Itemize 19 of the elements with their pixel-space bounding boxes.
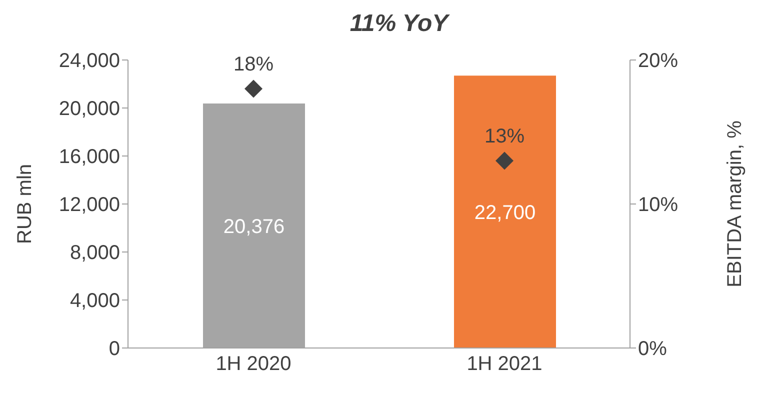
y2-tick-label: 0% [638, 338, 668, 360]
y-tick-label: 20,000 [58, 98, 120, 120]
y-tick-label: 4,000 [70, 290, 120, 312]
y-axis-title: RUB mln [14, 164, 36, 244]
y-tick-label: 0 [108, 338, 120, 360]
x-tick-label: 1H 2021 [466, 353, 542, 376]
y-tick-label: 8,000 [70, 242, 120, 264]
y2-axis-title: EBITDA margin, % [724, 120, 746, 288]
y-tick-label: 24,000 [58, 50, 120, 72]
y-tick-label: 16,000 [58, 146, 120, 168]
chart-title: 11% YoY [348, 9, 451, 39]
data-label: 18% [233, 53, 274, 76]
data-label: 13% [484, 125, 525, 148]
y2-tick-label: 20% [638, 50, 678, 72]
y-tick-label: 12,000 [58, 194, 120, 216]
x-tick-label: 1H 2020 [216, 353, 292, 376]
data-label: 20,376 [223, 216, 285, 238]
y2-tick-label: 10% [638, 194, 678, 216]
data-label: 22,700 [474, 202, 536, 224]
